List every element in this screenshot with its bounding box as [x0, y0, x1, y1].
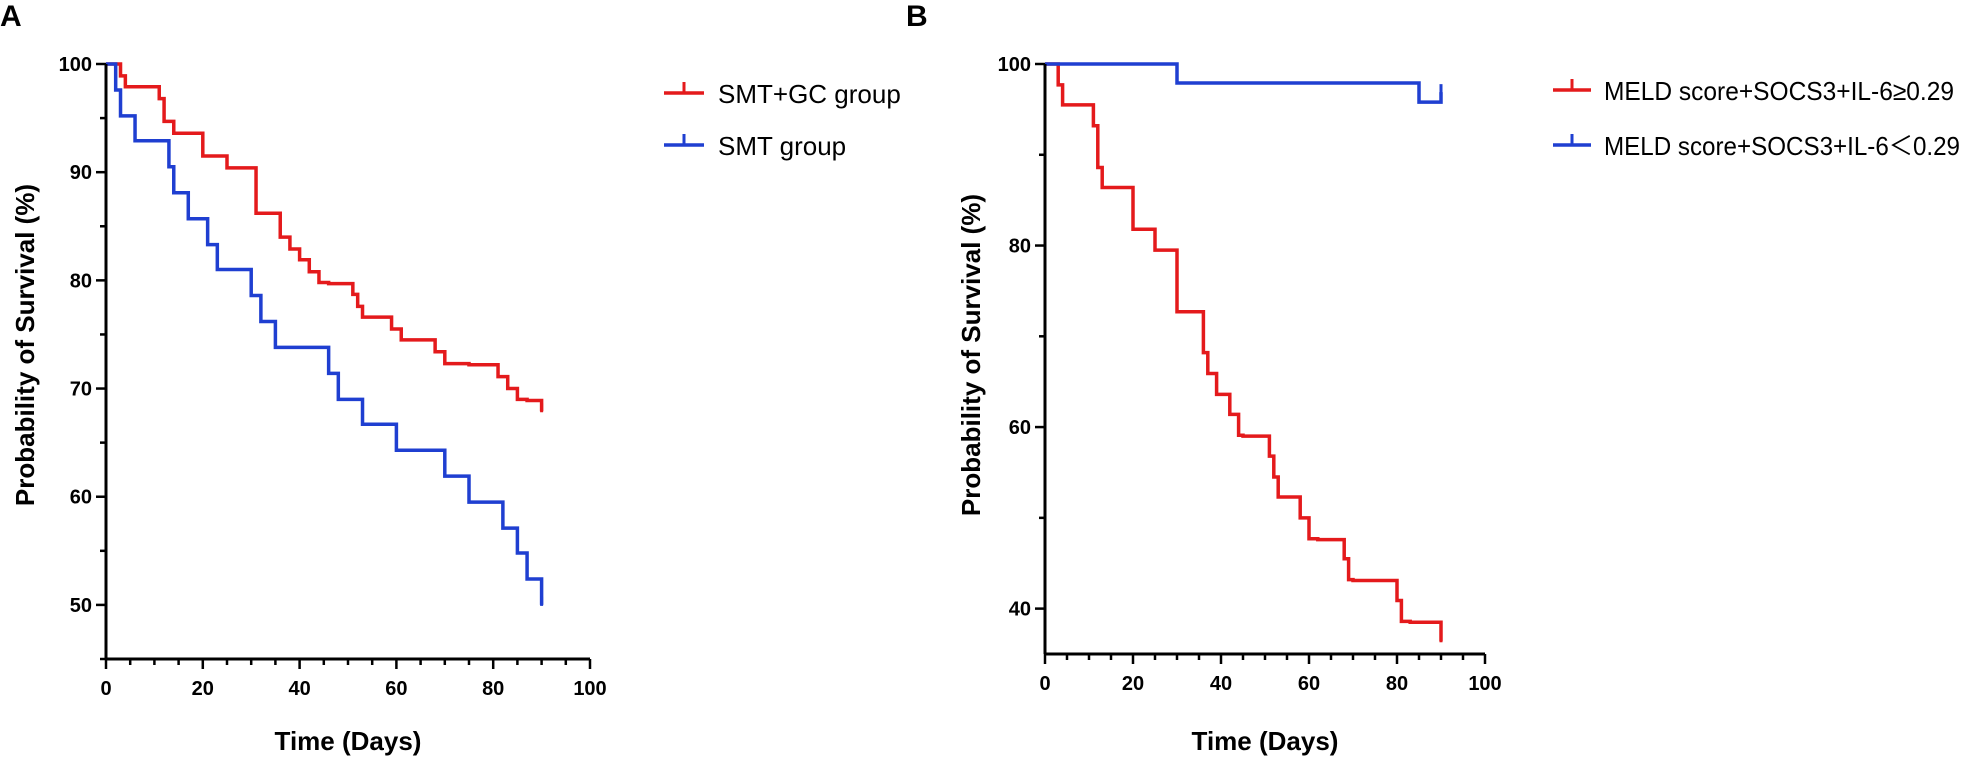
legend-label-meld-high: MELD score+SOCS3+IL-6≥0.29 — [1604, 76, 1954, 106]
x-tick-label: 100 — [573, 678, 606, 700]
y-tick-label: 100 — [59, 54, 92, 76]
legend-label-smt-gc: SMT+GC group — [718, 79, 901, 109]
x-tick-label: 40 — [288, 678, 310, 700]
panel-b-legend: MELD score+SOCS3+IL-6≥0.29 MELD score+SO… — [1553, 76, 1960, 161]
series-line-2 — [106, 62, 544, 605]
y-tick-label: 60 — [1009, 417, 1031, 439]
x-tick-label: 0 — [100, 678, 111, 700]
x-tick-label: 60 — [1298, 673, 1320, 695]
x-tick-label: 60 — [385, 678, 407, 700]
y-tick-label: 80 — [70, 270, 92, 292]
series-line-1 — [106, 62, 544, 412]
y-tick-label: 80 — [1009, 236, 1031, 258]
x-tick-label: 20 — [192, 678, 214, 700]
y-tick-label: 100 — [998, 54, 1031, 76]
legend-item-smt-gc: SMT+GC group — [664, 79, 901, 109]
panel-b-x-axis-title: Time (Days) — [1192, 726, 1339, 756]
panel-b-label: B — [906, 0, 928, 33]
y-tick-label: 70 — [70, 379, 92, 401]
series-line-1 — [1045, 62, 1443, 642]
x-tick-label: 80 — [1386, 673, 1408, 695]
panel-a-legend: SMT+GC group SMT group — [664, 79, 901, 161]
y-tick-label: 90 — [70, 162, 92, 184]
y-tick-label: 60 — [70, 487, 92, 509]
x-tick-label: 0 — [1039, 673, 1050, 695]
x-tick-label: 100 — [1468, 673, 1501, 695]
x-tick-label: 80 — [482, 678, 504, 700]
panel-a-label: A — [0, 0, 22, 33]
panel-a-y-axis-title: Probability of Survival (%) — [10, 184, 40, 506]
panel-b-plot: 0 20 40 60 80 100 40 60 80 100 — [998, 54, 1502, 695]
y-tick-label: 50 — [70, 595, 92, 617]
x-tick-label: 40 — [1210, 673, 1232, 695]
legend-label-meld-low: MELD score+SOCS3+IL-6＜0.29 — [1604, 131, 1960, 161]
legend-item-meld-low: MELD score+SOCS3+IL-6＜0.29 — [1553, 131, 1960, 161]
panel-b: B 0 20 40 60 80 100 40 60 80 100 Time (Days) Prob… — [906, 0, 1960, 756]
panel-a-plot: 0 20 40 60 80 100 50 60 70 80 90 100 — [59, 54, 607, 700]
series-line-2 — [1045, 62, 1443, 104]
legend-item-smt: SMT group — [664, 131, 846, 161]
legend-label-smt: SMT group — [718, 131, 846, 161]
panel-b-y-axis-title: Probability of Survival (%) — [956, 194, 986, 516]
x-tick-label: 20 — [1122, 673, 1144, 695]
y-tick-label: 40 — [1009, 599, 1031, 621]
panel-a-x-axis-title: Time (Days) — [275, 726, 422, 756]
legend-item-meld-high: MELD score+SOCS3+IL-6≥0.29 — [1553, 76, 1954, 106]
